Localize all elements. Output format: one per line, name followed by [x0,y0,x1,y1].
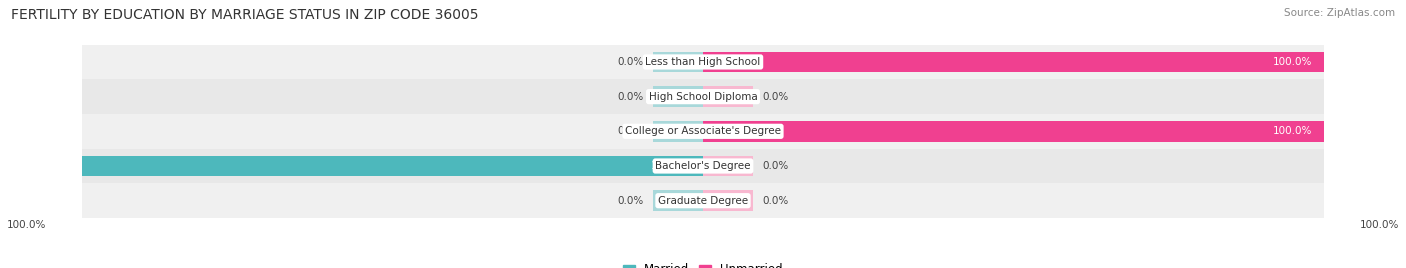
Text: 100.0%: 100.0% [651,161,690,171]
Bar [703,121,1324,142]
Text: College or Associate's Degree: College or Associate's Degree [626,126,780,136]
Bar [82,183,1324,218]
Text: 0.0%: 0.0% [762,196,789,206]
Legend: Married, Unmarried: Married, Unmarried [619,259,787,268]
Text: 0.0%: 0.0% [762,92,789,102]
Bar [703,51,1324,72]
Text: 0.0%: 0.0% [617,92,644,102]
Text: 100.0%: 100.0% [1360,220,1399,230]
Text: 100.0%: 100.0% [7,220,46,230]
Bar [82,44,1324,79]
Bar [82,114,1324,149]
Text: 0.0%: 0.0% [617,126,644,136]
Bar [654,51,703,72]
Bar [703,156,752,176]
Bar [654,86,703,107]
Text: 0.0%: 0.0% [762,161,789,171]
Bar [654,121,703,142]
Bar [82,79,1324,114]
Bar [82,149,1324,183]
Bar [82,156,703,176]
Bar [703,86,752,107]
Text: High School Diploma: High School Diploma [648,92,758,102]
Text: Graduate Degree: Graduate Degree [658,196,748,206]
Text: 100.0%: 100.0% [1272,126,1312,136]
Text: Less than High School: Less than High School [645,57,761,67]
Bar [703,190,752,211]
Text: FERTILITY BY EDUCATION BY MARRIAGE STATUS IN ZIP CODE 36005: FERTILITY BY EDUCATION BY MARRIAGE STATU… [11,8,479,22]
Text: 0.0%: 0.0% [617,196,644,206]
Text: 100.0%: 100.0% [1272,57,1312,67]
Text: Bachelor's Degree: Bachelor's Degree [655,161,751,171]
Bar [654,190,703,211]
Text: 0.0%: 0.0% [617,57,644,67]
Text: Source: ZipAtlas.com: Source: ZipAtlas.com [1284,8,1395,18]
